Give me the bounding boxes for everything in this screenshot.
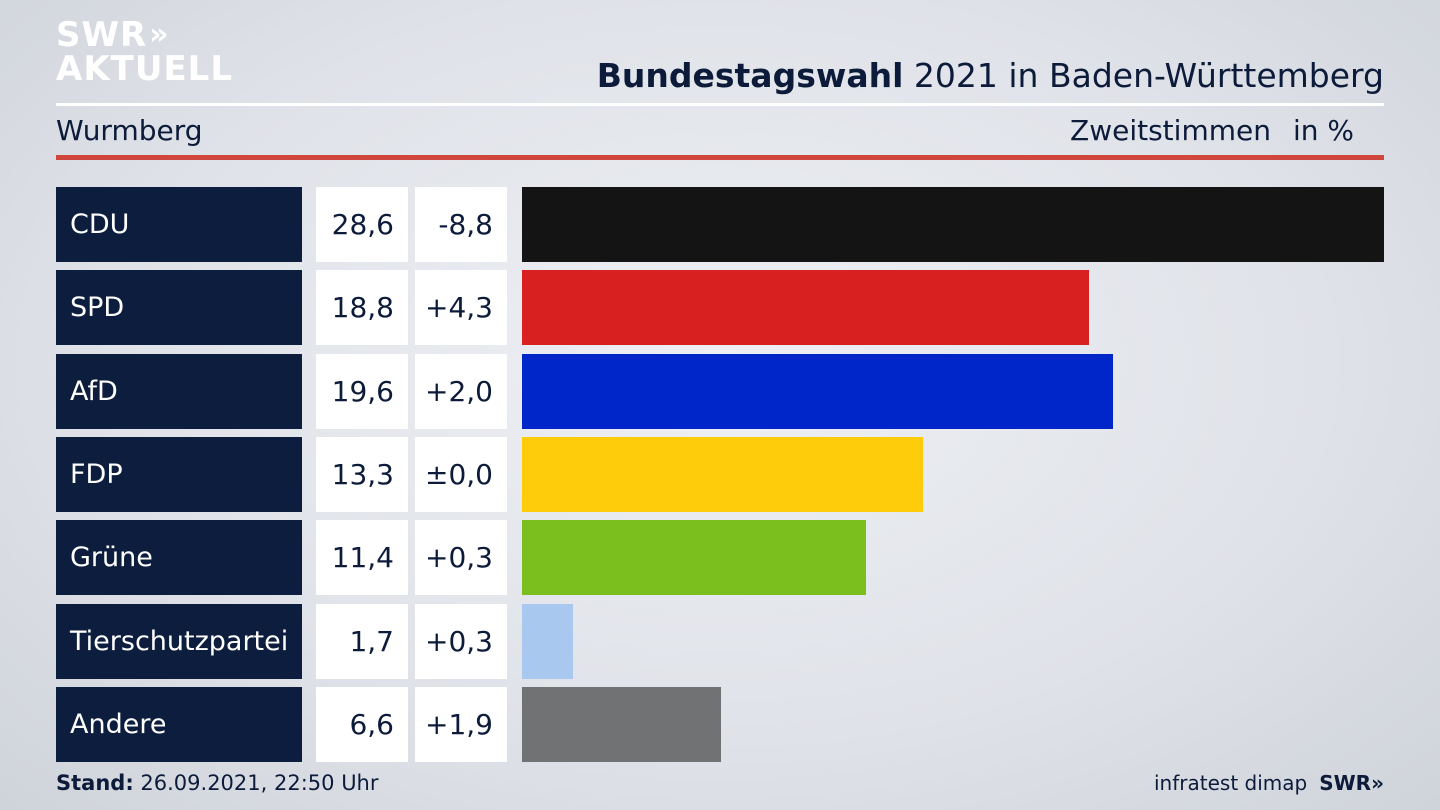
change-label: -8,8 [415,187,507,262]
bar-row: FDP 13,3 ±0,0 [56,437,1384,512]
party-label: Grüne [56,520,302,595]
bar [522,437,923,512]
vote-share-label: 28,6 [316,187,408,262]
change-label: +0,3 [415,520,507,595]
chart-title: Bundestagswahl 2021 in Baden-Württemberg [597,56,1384,95]
logo-chevron-icon: » [149,17,169,52]
change-label: +4,3 [415,270,507,345]
bar [522,270,1089,345]
bar-row: SPD 18,8 +4,3 [56,270,1384,345]
party-label: AfD [56,354,302,429]
vote-share-label: 11,4 [316,520,408,595]
party-label: SPD [56,270,302,345]
bar-row: Tierschutzpartei 1,7 +0,3 [56,604,1384,679]
source-name: infratest dimap [1154,771,1308,795]
header-divider [56,103,1384,106]
bar [522,687,721,762]
timestamp-label: Stand: [56,771,134,795]
party-label: Tierschutzpartei [56,604,302,679]
bar [522,604,573,679]
change-label: +1,9 [415,687,507,762]
bar [522,187,1384,262]
party-label: Andere [56,687,302,762]
timestamp-value: 26.09.2021, 22:50 Uhr [140,771,379,795]
source-credit: infratest dimap SWR» [1154,771,1384,795]
place-name: Wurmberg [56,114,203,147]
vote-share-label: 6,6 [316,687,408,762]
vote-share-label: 1,7 [316,604,408,679]
swr-brand-logo: SWR» [1319,771,1384,795]
logo-aktuell-text: AKTUELL [56,49,234,89]
bar [522,520,866,595]
chart-title-rest: 2021 in Baden-Württemberg [913,56,1384,95]
bar-row: CDU 28,6 -8,8 [56,187,1384,262]
bar-row: Andere 6,6 +1,9 [56,687,1384,762]
swr-aktuell-logo: SWR» AKTUELL [56,15,234,89]
bar-row: AfD 19,6 +2,0 [56,354,1384,429]
timestamp: Stand: 26.09.2021, 22:50 Uhr [56,771,379,795]
metric-name: Zweitstimmen [1070,114,1271,147]
change-label: +2,0 [415,354,507,429]
bar [522,354,1113,429]
vote-share-label: 19,6 [316,354,408,429]
party-label: CDU [56,187,302,262]
accent-divider [56,155,1384,160]
party-label: FDP [56,437,302,512]
change-label: ±0,0 [415,437,507,512]
logo-swr-text: SWR [56,15,148,55]
chart-title-bold: Bundestagswahl [596,56,904,95]
vote-share-label: 18,8 [316,270,408,345]
change-label: +0,3 [415,604,507,679]
vote-share-label: 13,3 [316,437,408,512]
bar-row: Grüne 11,4 +0,3 [56,520,1384,595]
unit-label: in % [1292,114,1354,147]
metric-label: Zweitstimmen in % [1070,114,1354,147]
